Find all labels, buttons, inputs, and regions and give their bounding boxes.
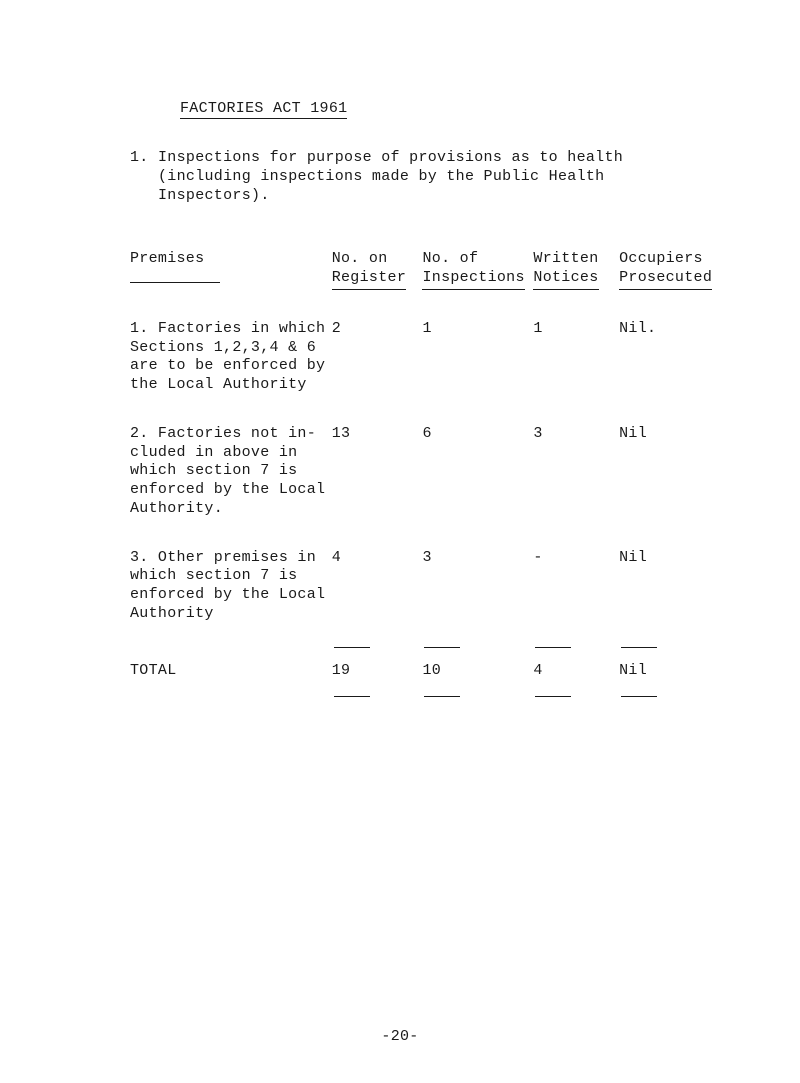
premises-underline bbox=[130, 282, 220, 283]
hdr-no-on-text: No. on bbox=[332, 250, 388, 267]
hdr-prosecuted-text: Prosecuted bbox=[619, 269, 712, 290]
cell-register: 13 bbox=[332, 395, 423, 519]
intro-paragraph: 1. Inspections for purpose of provisions… bbox=[130, 149, 720, 205]
hdr-premises-text: Premises bbox=[130, 250, 204, 267]
rule-row-top bbox=[130, 624, 720, 655]
cell-notices: - bbox=[533, 519, 619, 624]
total-register: 19 bbox=[332, 654, 423, 681]
rule bbox=[424, 647, 460, 648]
rule bbox=[621, 647, 657, 648]
cell-inspections: 3 bbox=[422, 519, 533, 624]
table-row: 2. Factories not in- cluded in above in … bbox=[130, 395, 720, 519]
intro-line1: Inspections for purpose of provisions as… bbox=[158, 149, 623, 166]
total-notices: 4 bbox=[533, 654, 619, 681]
hdr-no-of-inspections: No. of Inspections bbox=[422, 250, 533, 290]
cell-premises: 2. Factories not in- cluded in above in … bbox=[130, 395, 332, 519]
rule bbox=[334, 647, 370, 648]
cell-notices: 1 bbox=[533, 290, 619, 395]
total-inspections: 10 bbox=[422, 654, 533, 681]
cell-prosecuted: Nil. bbox=[619, 290, 720, 395]
rule bbox=[424, 696, 460, 697]
page-number: -20- bbox=[0, 1028, 800, 1045]
cell-premises: 3. Other premises in which section 7 is … bbox=[130, 519, 332, 624]
cell-notices: 3 bbox=[533, 395, 619, 519]
intro-line2: (including inspections made by the Publi… bbox=[158, 168, 604, 204]
rule-row-bottom bbox=[130, 681, 720, 704]
title-text: FACTORIES ACT 1961 bbox=[180, 100, 347, 119]
hdr-notices-text: Notices bbox=[533, 269, 598, 290]
document-title: FACTORIES ACT 1961 bbox=[130, 100, 720, 149]
rule bbox=[334, 696, 370, 697]
cell-prosecuted: Nil bbox=[619, 519, 720, 624]
cell-inspections: 6 bbox=[422, 395, 533, 519]
cell-register: 4 bbox=[332, 519, 423, 624]
hdr-no-on-register: No. on Register bbox=[332, 250, 423, 290]
inspections-table: Premises No. on Register No. of Inspecti… bbox=[130, 250, 720, 704]
rule bbox=[535, 647, 571, 648]
document-page: FACTORIES ACT 1961 1. Inspections for pu… bbox=[0, 0, 800, 1083]
hdr-register-text: Register bbox=[332, 269, 406, 290]
rule bbox=[621, 696, 657, 697]
intro-text: Inspections for purpose of provisions as… bbox=[158, 149, 720, 205]
hdr-no-of-text: No. of bbox=[422, 250, 478, 267]
table-row: 1. Factories in which Sections 1,2,3,4 &… bbox=[130, 290, 720, 395]
total-prosecuted: Nil bbox=[619, 654, 720, 681]
hdr-written-notices: Written Notices bbox=[533, 250, 619, 290]
cell-inspections: 1 bbox=[422, 290, 533, 395]
table-row: 3. Other premises in which section 7 is … bbox=[130, 519, 720, 624]
hdr-occupiers-text: Occupiers bbox=[619, 250, 703, 267]
table-total-row: TOTAL 19 10 4 Nil bbox=[130, 654, 720, 681]
total-label: TOTAL bbox=[130, 654, 332, 681]
hdr-premises: Premises bbox=[130, 250, 332, 290]
hdr-written-text: Written bbox=[533, 250, 598, 267]
cell-register: 2 bbox=[332, 290, 423, 395]
cell-premises: 1. Factories in which Sections 1,2,3,4 &… bbox=[130, 290, 332, 395]
table-header-row: Premises No. on Register No. of Inspecti… bbox=[130, 250, 720, 290]
hdr-inspections-text: Inspections bbox=[422, 269, 524, 290]
rule bbox=[535, 696, 571, 697]
intro-number: 1. bbox=[130, 149, 158, 205]
hdr-occupiers-prosecuted: Occupiers Prosecuted bbox=[619, 250, 720, 290]
cell-prosecuted: Nil bbox=[619, 395, 720, 519]
